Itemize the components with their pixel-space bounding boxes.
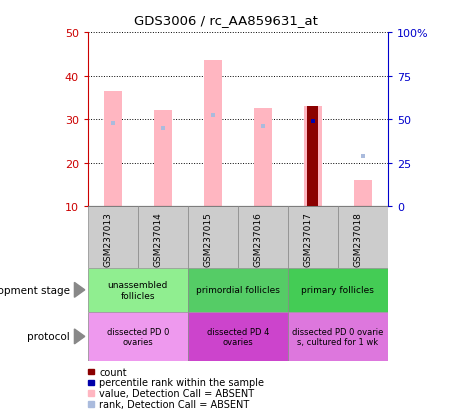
Bar: [308, 107, 318, 206]
Text: primordial follicles: primordial follicles: [196, 286, 280, 294]
Text: count: count: [99, 367, 127, 377]
Bar: [88, 401, 94, 406]
Bar: [338, 206, 388, 268]
Text: GSM237018: GSM237018: [354, 211, 363, 266]
Bar: [254, 109, 272, 206]
Text: GDS3006 / rc_AA859631_at: GDS3006 / rc_AA859631_at: [133, 14, 318, 27]
Text: development stage: development stage: [0, 285, 70, 295]
Text: GSM237014: GSM237014: [154, 211, 163, 266]
Bar: [188, 206, 238, 268]
Bar: [354, 180, 372, 206]
Text: rank, Detection Call = ABSENT: rank, Detection Call = ABSENT: [99, 399, 249, 409]
Bar: [138, 206, 188, 268]
Bar: [288, 312, 388, 361]
Polygon shape: [74, 282, 85, 297]
Bar: [88, 206, 138, 268]
Text: dissected PD 0 ovarie
s, cultured for 1 wk: dissected PD 0 ovarie s, cultured for 1 …: [292, 327, 383, 346]
Text: value, Detection Call = ABSENT: value, Detection Call = ABSENT: [99, 388, 254, 398]
Text: primary follicles: primary follicles: [301, 286, 374, 294]
Text: GSM237016: GSM237016: [254, 211, 263, 266]
Bar: [188, 312, 288, 361]
Text: GSM237017: GSM237017: [304, 211, 313, 266]
Polygon shape: [74, 329, 85, 344]
Bar: [154, 111, 172, 206]
Text: GSM237015: GSM237015: [204, 211, 213, 266]
Bar: [88, 369, 94, 374]
Text: GSM237013: GSM237013: [104, 211, 113, 266]
Text: dissected PD 4
ovaries: dissected PD 4 ovaries: [207, 327, 269, 346]
Bar: [288, 268, 388, 312]
Bar: [88, 380, 94, 385]
Bar: [104, 92, 122, 206]
Bar: [238, 206, 288, 268]
Text: unassembled
follicles: unassembled follicles: [108, 280, 168, 300]
Text: protocol: protocol: [27, 332, 70, 342]
Bar: [204, 61, 221, 206]
Bar: [304, 107, 322, 206]
Bar: [88, 391, 94, 396]
Bar: [288, 206, 338, 268]
Bar: [88, 312, 188, 361]
Bar: [88, 268, 188, 312]
Bar: [188, 268, 288, 312]
Text: dissected PD 0
ovaries: dissected PD 0 ovaries: [107, 327, 169, 346]
Text: percentile rank within the sample: percentile rank within the sample: [99, 377, 264, 387]
